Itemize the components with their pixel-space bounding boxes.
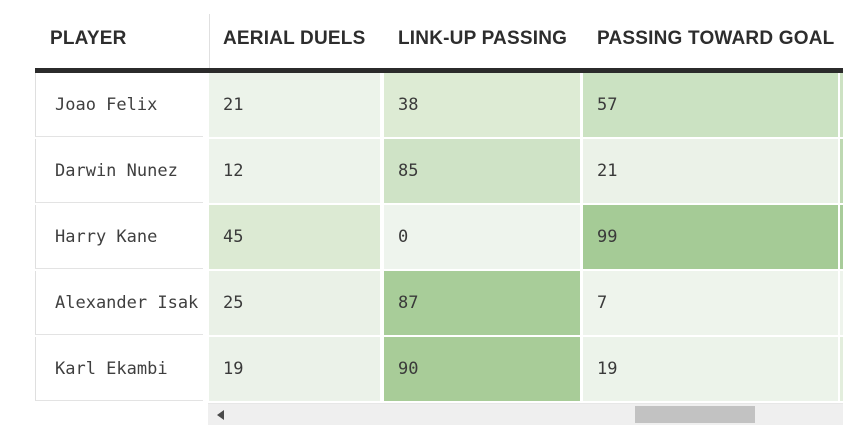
stat-cell-link-up-passing: 85	[384, 139, 580, 203]
stat-cell-passing-toward-goal: 21	[583, 139, 838, 203]
table-row: Alexander Isak 25 87 7	[35, 271, 843, 335]
player-name-cell: Harry Kane	[35, 205, 203, 269]
stat-cell-link-up-passing: 0	[384, 205, 580, 269]
stat-cell-link-up-passing: 38	[384, 73, 580, 137]
table-header-row: PLAYER AERIAL DUELS LINK-UP PASSING PASS…	[35, 0, 843, 68]
column-header-link-up-passing: LINK-UP PASSING	[398, 28, 568, 49]
clipped-next-column-cell	[840, 337, 843, 401]
header-column-divider	[209, 14, 210, 68]
scroll-left-arrow-icon[interactable]	[217, 409, 224, 420]
player-name-cell: Joao Felix	[35, 73, 203, 137]
clipped-next-column-cell	[840, 205, 843, 269]
stat-cell-passing-toward-goal: 99	[583, 205, 838, 269]
column-header-passing-toward-goal: PASSING TOWARD GOAL	[597, 28, 835, 49]
player-name-cell: Alexander Isak	[35, 271, 203, 335]
player-name-cell: Karl Ekambi	[35, 337, 203, 401]
stat-cell-aerial-duels: 45	[209, 205, 380, 269]
stat-cell-passing-toward-goal: 7	[583, 271, 838, 335]
stat-cell-aerial-duels: 21	[209, 73, 380, 137]
column-header-player: PLAYER	[50, 28, 127, 49]
table-row: Karl Ekambi 19 90 19	[35, 337, 843, 401]
stat-cell-link-up-passing: 90	[384, 337, 580, 401]
stat-cell-aerial-duels: 25	[209, 271, 380, 335]
horizontal-scrollbar-thumb[interactable]	[635, 406, 755, 423]
stat-cell-passing-toward-goal: 57	[583, 73, 838, 137]
horizontal-scrollbar-track[interactable]	[208, 403, 843, 425]
clipped-next-column-cell	[840, 271, 843, 335]
stat-cell-aerial-duels: 12	[209, 139, 380, 203]
clipped-next-column-cell	[840, 73, 843, 137]
stat-cell-passing-toward-goal: 19	[583, 337, 838, 401]
table-row: Harry Kane 45 0 99	[35, 205, 843, 269]
player-name-cell: Darwin Nunez	[35, 139, 203, 203]
header-bottom-border	[35, 68, 843, 73]
player-stats-table: PLAYER AERIAL DUELS LINK-UP PASSING PASS…	[35, 0, 843, 425]
table-row: Joao Felix 21 38 57	[35, 73, 843, 137]
stat-cell-link-up-passing: 87	[384, 271, 580, 335]
column-header-aerial-duels: AERIAL DUELS	[223, 28, 366, 49]
stat-cell-aerial-duels: 19	[209, 337, 380, 401]
table-row: Darwin Nunez 12 85 21	[35, 139, 843, 203]
clipped-next-column-cell	[840, 139, 843, 203]
